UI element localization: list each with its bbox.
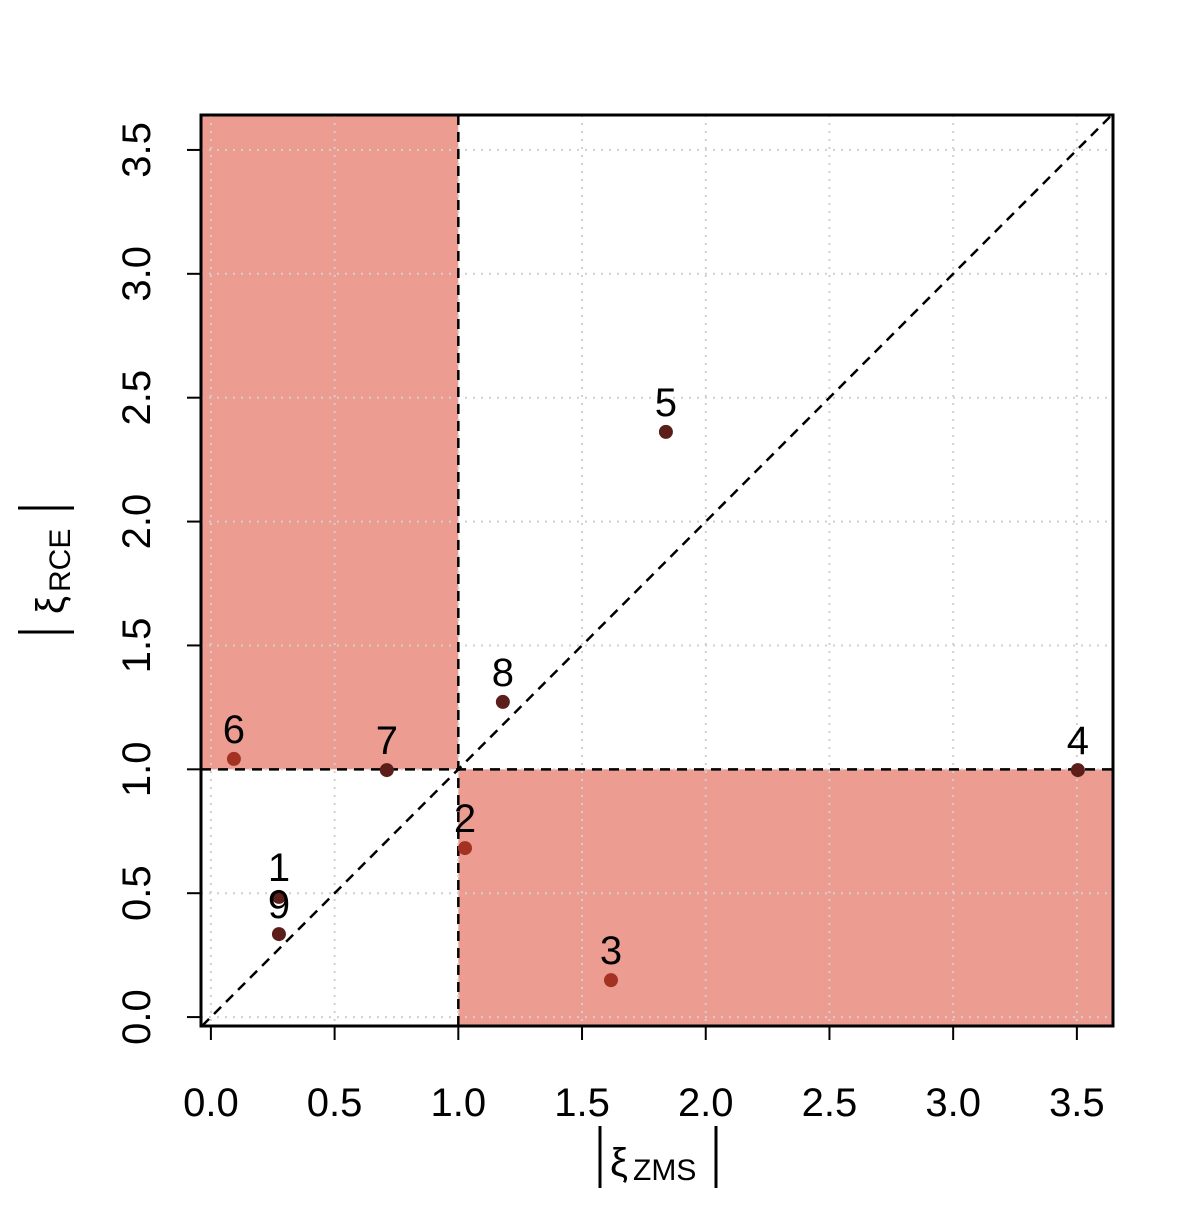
x-tick-label: 1.0	[431, 1081, 487, 1125]
y-tick-label: 3.0	[115, 246, 159, 302]
y-tick-label: 2.5	[115, 370, 159, 426]
x-tick-label: 0.0	[183, 1081, 239, 1125]
x-tick-label: 3.0	[925, 1081, 981, 1125]
point	[603, 973, 618, 988]
point-label: 9	[268, 883, 290, 927]
y-axis-subscript: RCE	[44, 529, 77, 592]
point-label: 3	[600, 929, 622, 973]
point-label: 6	[223, 708, 245, 752]
x-tick-label: 0.5	[307, 1081, 363, 1125]
point	[379, 763, 394, 778]
y-tick-label: 3.5	[115, 122, 159, 178]
point	[658, 424, 673, 439]
y-tick-group: 3.0	[115, 246, 159, 302]
shaded-region	[201, 115, 459, 770]
point-label: 7	[376, 719, 398, 763]
y-tick-group: 1.5	[115, 618, 159, 674]
x-tick-label: 2.0	[678, 1081, 734, 1125]
y-tick-label: 1.5	[115, 618, 159, 674]
x-tick-label: 1.5	[554, 1081, 610, 1125]
y-tick-group: 0.0	[115, 989, 159, 1045]
point-label: 1	[268, 846, 290, 890]
x-axis-subscript: ZMS	[633, 1154, 696, 1187]
point	[271, 927, 286, 942]
x-axis-symbol: ξ	[610, 1141, 628, 1185]
shaded-region	[458, 769, 1113, 1026]
y-tick-label: 0.0	[115, 989, 159, 1045]
point	[495, 694, 510, 709]
y-tick-label: 2.0	[115, 494, 159, 550]
x-tick-label: 2.5	[802, 1081, 858, 1125]
y-tick-group: 2.0	[115, 494, 159, 550]
y-tick-label: 1.0	[115, 742, 159, 798]
y-tick-group: 0.5	[115, 865, 159, 921]
point-label: 4	[1067, 719, 1089, 763]
point-label: 2	[454, 797, 476, 841]
point	[226, 751, 241, 766]
point	[271, 889, 286, 904]
y-tick-label: 0.5	[115, 865, 159, 921]
y-axis-symbol: ξ	[29, 596, 73, 614]
y-tick-group: 1.0	[115, 742, 159, 798]
point-label: 5	[655, 381, 677, 425]
point-label: 8	[492, 651, 514, 695]
x-tick-label: 3.5	[1049, 1081, 1105, 1125]
y-tick-group: 2.5	[115, 370, 159, 426]
plot-frame	[199, 113, 1115, 1028]
y-tick-group: 3.5	[115, 122, 159, 178]
point	[458, 841, 472, 856]
point	[1070, 763, 1085, 778]
identity-line	[201, 114, 1113, 1027]
